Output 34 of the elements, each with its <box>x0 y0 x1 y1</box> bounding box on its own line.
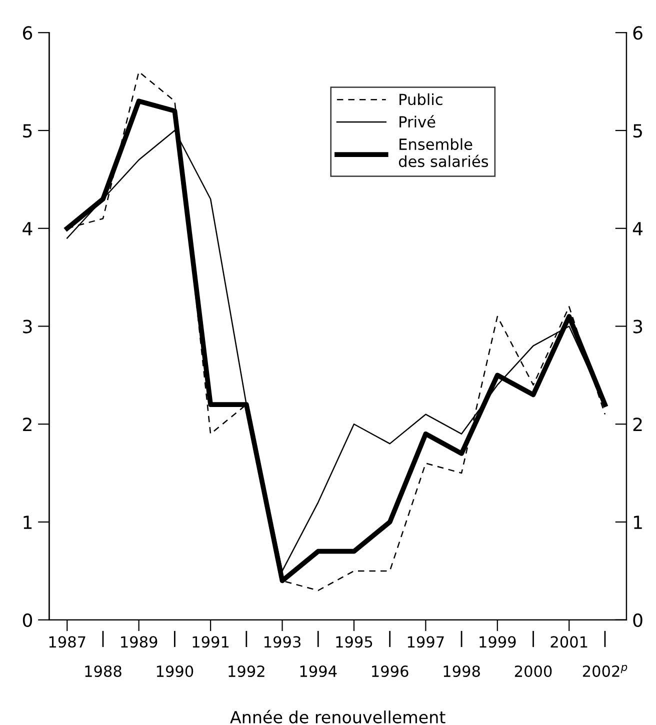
y2-tick-label: 6 <box>633 26 642 40</box>
x-tick-label: 1991 <box>192 636 229 648</box>
legend-label: Ensemble des salariés <box>398 138 488 168</box>
y-tick-label: 6 <box>23 26 32 40</box>
x-tick-label: 1995 <box>336 636 372 648</box>
legend-label: Public <box>400 93 442 106</box>
y2-tick-label: 5 <box>633 124 642 138</box>
y-tick-label: 5 <box>23 124 32 138</box>
x-tick-label: 1996 <box>372 665 408 678</box>
y2-tick-label: 4 <box>632 222 643 236</box>
x-tick-label: 2001 <box>550 636 588 648</box>
x-tick-label: 1993 <box>264 636 300 648</box>
x-tick-label: 1987 <box>49 636 86 648</box>
y2-tick-label: 1 <box>634 516 642 529</box>
y-tick-label: 0 <box>22 613 32 627</box>
y-tick-label: 4 <box>22 222 32 236</box>
x-tick-label: 1998 <box>444 665 480 678</box>
x-tick-label: 1988 <box>85 665 122 678</box>
y-tick-label: 3 <box>23 320 32 334</box>
x-tick-label: 1994 <box>300 665 337 678</box>
y2-tick-label: 2 <box>633 418 642 431</box>
y-tick-label: 2 <box>23 418 32 431</box>
y2-tick-label: 3 <box>633 320 642 334</box>
y2-tick-label: 0 <box>633 613 642 627</box>
legend-label: Privé <box>400 115 436 128</box>
x-tick-label: 1990 <box>156 665 194 678</box>
x-tick-label: 1992 <box>228 665 264 678</box>
x-tick-label: 2000 <box>514 665 552 678</box>
y-tick-label: 1 <box>24 516 32 529</box>
x-axis-title: Année de renouvellement <box>230 710 446 724</box>
x-tick-label: 2002$^{p}$ <box>582 664 628 677</box>
x-tick-label: 1999 <box>480 636 516 648</box>
x-tick-label: 1989 <box>121 636 158 648</box>
x-tick-label: 1997 <box>408 636 444 648</box>
